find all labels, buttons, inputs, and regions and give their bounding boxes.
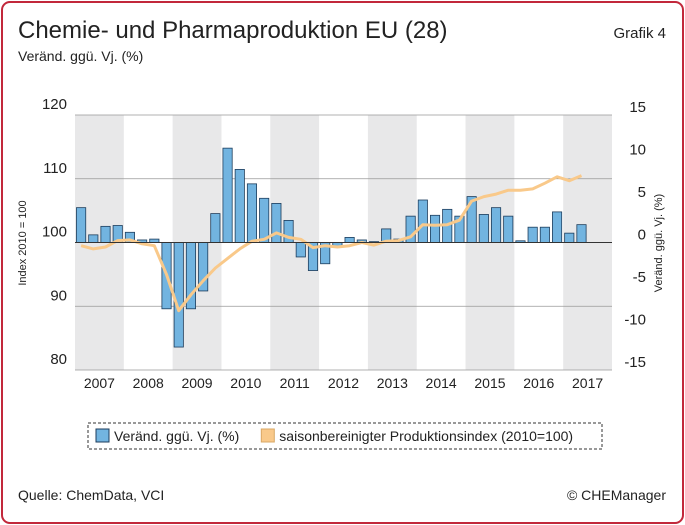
legend — [87, 422, 603, 450]
y-tick-label: 80 — [50, 351, 67, 368]
y2-tick-label: 15 — [629, 99, 646, 116]
x-tick-label: 2008 — [133, 375, 164, 391]
bar — [429, 214, 441, 243]
chart-subtitle: Veränd. ggü. Vj. (%) — [18, 48, 143, 64]
bar — [222, 147, 233, 243]
legend-label: saisonbereinigter Produktionsindex (2010… — [279, 428, 573, 444]
x-tick-label: 2010 — [230, 375, 261, 391]
bar — [234, 168, 245, 243]
line — [80, 174, 583, 313]
x-tick-label: 2014 — [426, 375, 457, 391]
y-axis-label: Index 2010 = 100 — [17, 200, 29, 285]
bar — [76, 207, 87, 243]
y-tick-label: 120 — [42, 96, 67, 113]
source: Quelle: ChemData, VCI — [18, 487, 164, 503]
y2-tick-label: -5 — [633, 269, 646, 286]
bar — [344, 236, 355, 243]
bar — [210, 213, 221, 243]
y-tick-label: 110 — [43, 160, 67, 177]
y2-tick-label: -10 — [624, 312, 646, 329]
bar — [88, 234, 99, 243]
legend-label: Veränd. ggü. Vj. (%) — [114, 428, 239, 444]
bar — [295, 242, 306, 258]
bar — [503, 215, 514, 243]
y2-tick-label: 10 — [629, 142, 646, 159]
bar — [271, 202, 282, 243]
y2-axis-label: Veränd. ggü. Vj. (%) — [653, 194, 665, 292]
x-tick-label: 2016 — [523, 375, 554, 391]
bar — [259, 197, 270, 243]
credit: © CHEManager — [567, 487, 666, 503]
legend-swatch — [260, 428, 275, 443]
chart-title: Chemie- und Pharmaproduktion EU (28) — [18, 17, 448, 44]
bar — [576, 224, 587, 243]
x-tick-label: 2013 — [377, 375, 408, 391]
x-tick-label: 2011 — [280, 375, 310, 391]
bar — [552, 211, 563, 243]
bar — [173, 242, 184, 348]
y2-tick-label: 5 — [638, 184, 646, 201]
bar — [539, 226, 550, 243]
bar — [100, 225, 111, 243]
y2-tick-label: -15 — [624, 354, 646, 371]
y-tick-label: 90 — [50, 287, 67, 304]
bar — [527, 226, 538, 243]
legend-swatch — [95, 428, 110, 443]
chart-label: Grafik 4 — [613, 25, 666, 42]
x-tick-label: 2017 — [572, 375, 603, 391]
x-tick-label: 2012 — [328, 375, 359, 391]
bar — [478, 214, 489, 243]
x-tick-label: 2007 — [84, 375, 115, 391]
bar — [564, 232, 575, 243]
bar — [246, 183, 258, 243]
x-tick-label: 2015 — [474, 375, 505, 391]
y-tick-label: 100 — [42, 224, 67, 241]
bar — [491, 207, 502, 243]
bar — [149, 238, 160, 243]
x-tick-label: 2009 — [181, 375, 212, 391]
y2-tick-label: 0 — [638, 227, 646, 244]
bar — [417, 199, 428, 243]
